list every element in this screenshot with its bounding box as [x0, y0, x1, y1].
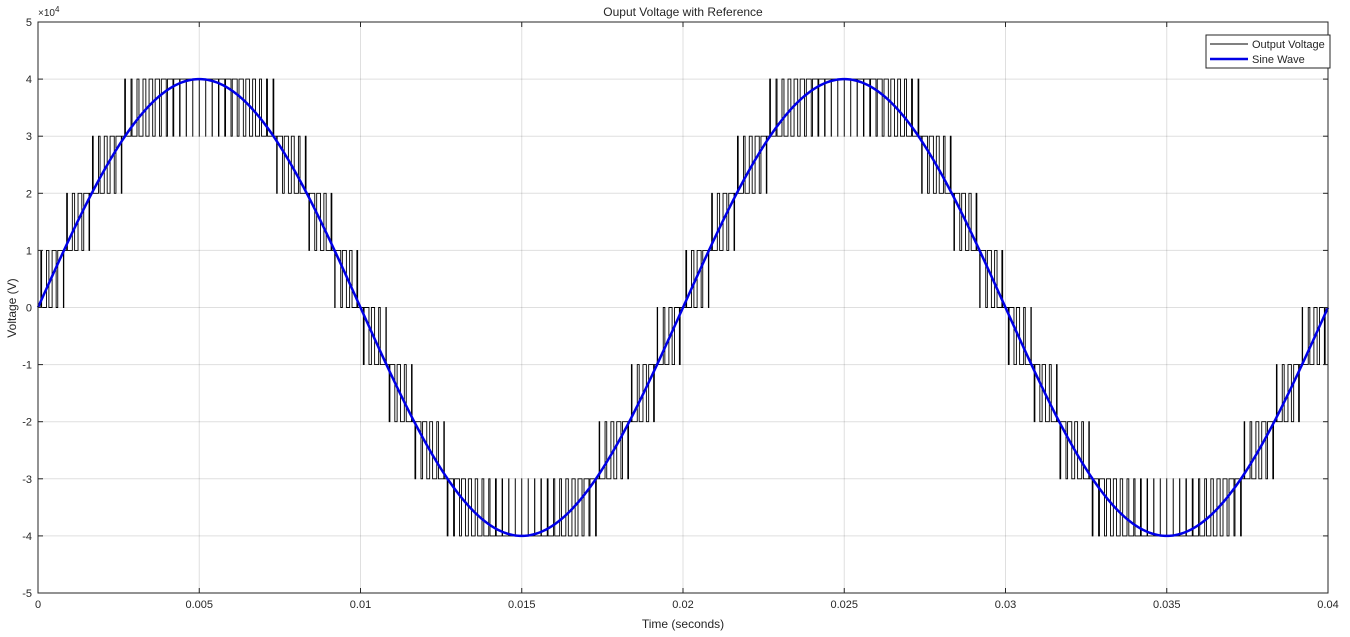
legend-label-output-voltage: Output Voltage	[1252, 39, 1325, 51]
x-tick-label-0: 0	[35, 599, 41, 611]
y-axis-label: Voltage (V)	[5, 278, 19, 337]
x-tick-label-6: 0.03	[995, 599, 1016, 611]
y-tick-label-4: -1	[22, 360, 32, 372]
x-axis-ticks: 0 0.005 0.01 0.015 0.02 0.025 0.03 0.035 0.04	[35, 22, 1339, 611]
x-tick-label-2: 0.01	[350, 599, 371, 611]
x-tick-label-4: 0.02	[672, 599, 693, 611]
y-tick-label-7: 2	[26, 188, 32, 200]
y-exponent-power: 4	[55, 5, 60, 14]
line-sine-wave	[36, 77, 1330, 538]
y-tick-label-2: -3	[22, 474, 32, 486]
y-tick-label-6: 1	[26, 245, 32, 257]
y-tick-label-5: 0	[26, 303, 32, 315]
y-axis-ticks: -5 -4 -3 -2 -1 0 1 2 3 4 5	[22, 17, 1328, 600]
legend[interactable]: Output Voltage Sine Wave	[1205, 34, 1331, 69]
y-tick-label-3: -2	[22, 417, 32, 429]
x-tick-label-5: 0.025	[830, 599, 858, 611]
y-axis-exponent: ×104	[38, 5, 60, 19]
x-axis-label: Time (seconds)	[642, 617, 724, 631]
y-tick-label-10: 5	[26, 17, 32, 29]
x-tick-label-1: 0.005	[185, 599, 213, 611]
legend-label-sine-wave: Sine Wave	[1252, 54, 1305, 66]
series-sine-wave	[36, 77, 1330, 538]
y-tick-label-0: -5	[22, 588, 32, 600]
x-tick-label-7: 0.035	[1153, 599, 1181, 611]
x-tick-label-8: 0.04	[1317, 599, 1338, 611]
chart-title: Ouput Voltage with Reference	[603, 5, 763, 19]
legend-box	[1205, 34, 1331, 69]
y-tick-label-8: 3	[26, 131, 32, 143]
y-tick-label-9: 4	[26, 74, 32, 86]
y-exponent-base: ×10	[38, 8, 55, 19]
x-tick-label-3: 0.015	[508, 599, 536, 611]
y-tick-label-1: -4	[22, 531, 32, 543]
